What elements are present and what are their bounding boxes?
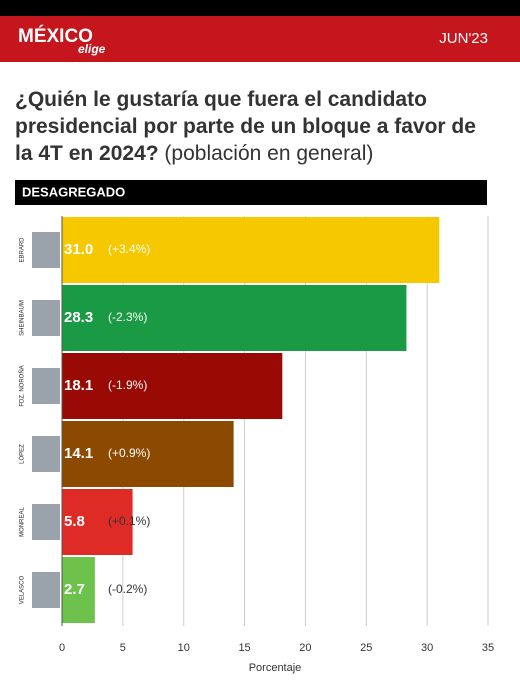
category-label: VELASCO — [20, 576, 26, 605]
logo-sub: elige — [78, 42, 106, 56]
category-label: SHEINBAUM — [20, 300, 26, 336]
category-label: LÓPEZ — [19, 444, 26, 464]
change-label: (-0.2%) — [108, 582, 147, 596]
category-label: MONREAL — [20, 507, 26, 537]
change-label: (+0.1%) — [108, 514, 150, 528]
photo — [32, 368, 60, 404]
x-tick-label: 0 — [59, 642, 65, 654]
top-bar — [0, 0, 520, 16]
photo — [32, 504, 60, 540]
value-label: 28.3 — [64, 309, 93, 326]
change-label: (-1.9%) — [108, 378, 147, 392]
change-label: (-2.3%) — [108, 310, 147, 324]
photo — [32, 436, 60, 472]
section-bar — [15, 180, 487, 205]
x-tick-label: 35 — [482, 642, 494, 654]
value-label: 5.8 — [64, 513, 85, 530]
category-label: EBRARD — [20, 237, 26, 263]
header-bar — [0, 16, 520, 62]
x-tick-label: 30 — [421, 642, 433, 654]
date: JUN'23 — [439, 30, 488, 47]
bar — [62, 421, 234, 487]
x-tick-label: 25 — [360, 642, 372, 654]
logo: MÉXICO — [18, 25, 93, 47]
x-tick-label: 15 — [238, 642, 250, 654]
x-axis-label: Porcentaje — [249, 662, 302, 674]
value-label: 18.1 — [64, 377, 93, 394]
x-tick-label: 20 — [299, 642, 311, 654]
bar — [62, 353, 283, 419]
x-tick-label: 5 — [120, 642, 126, 654]
x-tick-label: 10 — [178, 642, 190, 654]
section-label: DESAGREGADO — [22, 184, 125, 199]
bar — [62, 285, 407, 351]
value-label: 31.0 — [64, 241, 93, 258]
category-label: FDZ. NOROÑA — [19, 365, 26, 406]
title: ¿Quién le gustaría que fuera el candidat… — [15, 86, 495, 167]
photo — [32, 300, 60, 336]
value-label: 14.1 — [64, 445, 93, 462]
bar — [62, 217, 440, 283]
title-text: ¿Quién le gustaría que fuera el candidat… — [15, 88, 476, 165]
change-label: (+3.4%) — [108, 242, 150, 256]
subtitle: (población en general) — [164, 142, 374, 165]
bar — [62, 557, 95, 623]
photo — [32, 572, 60, 608]
bar — [62, 489, 133, 555]
value-label: 2.7 — [64, 581, 85, 598]
photo — [32, 232, 60, 268]
change-label: (+0.9%) — [108, 446, 150, 460]
